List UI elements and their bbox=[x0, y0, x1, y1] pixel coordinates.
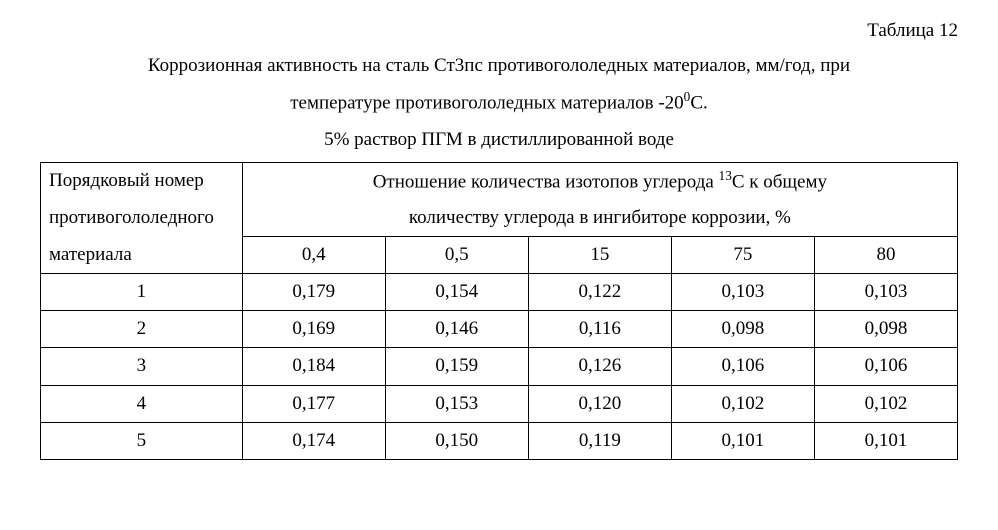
data-cell: 0,174 bbox=[242, 422, 385, 459]
data-cell: 0,119 bbox=[528, 422, 671, 459]
data-cell: 0,098 bbox=[814, 311, 957, 348]
row-number: 4 bbox=[41, 385, 243, 422]
table-row: 10,1790,1540,1220,1030,103 bbox=[41, 274, 958, 311]
column-label: 0,4 bbox=[242, 237, 385, 274]
data-cell: 0,146 bbox=[385, 311, 528, 348]
row-number: 2 bbox=[41, 311, 243, 348]
table-number-label: Таблица 12 bbox=[40, 20, 958, 42]
row-header-l2: противогололедного bbox=[41, 200, 243, 237]
row-header-l3: материала bbox=[41, 237, 243, 274]
data-cell: 0,106 bbox=[671, 348, 814, 385]
data-cell: 0,102 bbox=[671, 385, 814, 422]
colhead-before: Отношение количества изотопов углерода bbox=[373, 171, 719, 192]
table-row: 50,1740,1500,1190,1010,101 bbox=[41, 422, 958, 459]
data-cell: 0,103 bbox=[671, 274, 814, 311]
data-cell: 0,169 bbox=[242, 311, 385, 348]
table-row: 40,1770,1530,1200,1020,102 bbox=[41, 385, 958, 422]
column-group-header-l2: количеству углерода в ингибиторе коррози… bbox=[242, 200, 957, 237]
column-label: 15 bbox=[528, 237, 671, 274]
row-number: 5 bbox=[41, 422, 243, 459]
column-label: 80 bbox=[814, 237, 957, 274]
row-number: 1 bbox=[41, 274, 243, 311]
caption-line-2b: С. bbox=[690, 92, 707, 113]
data-cell: 0,150 bbox=[385, 422, 528, 459]
column-label: 75 bbox=[671, 237, 814, 274]
colhead-sup: 13 bbox=[719, 168, 732, 183]
data-cell: 0,153 bbox=[385, 385, 528, 422]
table-caption: Коррозионная активность на сталь Ст3пс п… bbox=[40, 48, 958, 158]
caption-line-3: 5% раствор ПГМ в дистиллированной воде bbox=[324, 129, 674, 150]
data-cell: 0,116 bbox=[528, 311, 671, 348]
table-row: 20,1690,1460,1160,0980,098 bbox=[41, 311, 958, 348]
data-cell: 0,098 bbox=[671, 311, 814, 348]
caption-line-2a: температуре противогололедных материалов… bbox=[290, 92, 683, 113]
table-row: 30,1840,1590,1260,1060,106 bbox=[41, 348, 958, 385]
data-cell: 0,101 bbox=[671, 422, 814, 459]
row-header-l1: Порядковый номер bbox=[41, 162, 243, 200]
data-cell: 0,122 bbox=[528, 274, 671, 311]
column-label: 0,5 bbox=[385, 237, 528, 274]
data-cell: 0,159 bbox=[385, 348, 528, 385]
data-cell: 0,126 bbox=[528, 348, 671, 385]
data-cell: 0,102 bbox=[814, 385, 957, 422]
data-cell: 0,177 bbox=[242, 385, 385, 422]
data-cell: 0,101 bbox=[814, 422, 957, 459]
data-cell: 0,103 bbox=[814, 274, 957, 311]
data-cell: 0,106 bbox=[814, 348, 957, 385]
column-group-header: Отношение количества изотопов углерода 1… bbox=[242, 162, 957, 200]
data-cell: 0,184 bbox=[242, 348, 385, 385]
data-cell: 0,120 bbox=[528, 385, 671, 422]
data-cell: 0,154 bbox=[385, 274, 528, 311]
data-table: Порядковый номер Отношение количества из… bbox=[40, 162, 958, 460]
row-number: 3 bbox=[41, 348, 243, 385]
caption-line-1: Коррозионная активность на сталь Ст3пс п… bbox=[148, 55, 850, 76]
data-cell: 0,179 bbox=[242, 274, 385, 311]
colhead-mid: С к общему bbox=[732, 171, 827, 192]
